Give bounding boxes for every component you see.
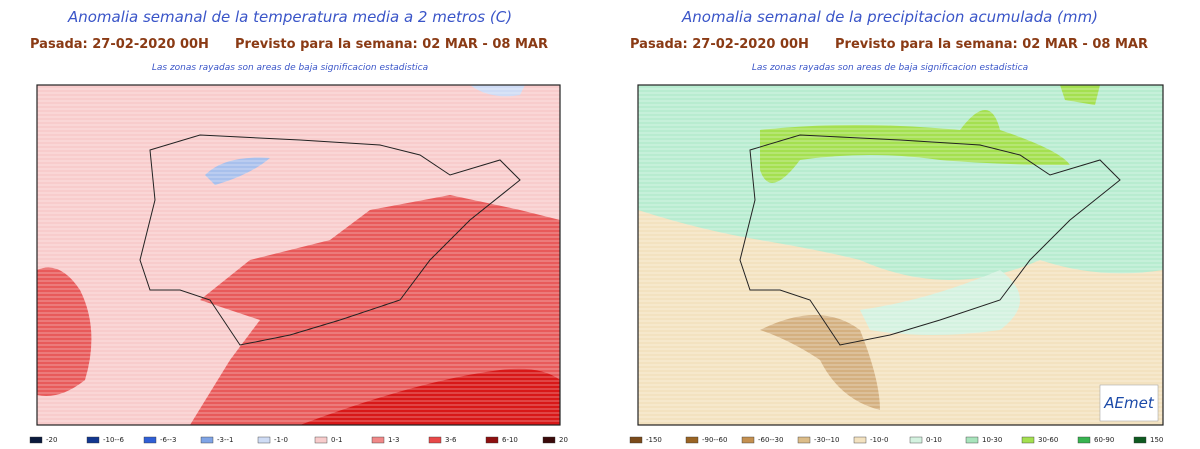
legend-swatch [853,436,867,444]
legend-swatch [797,436,811,444]
legend-swatch [629,436,643,444]
legend-swatch [86,436,100,444]
legend-label: 3-6 [445,436,457,444]
legend-swatch [29,436,43,444]
legend-swatch [314,436,328,444]
legend-label: -1-0 [274,436,288,444]
legend-label: 60-90 [1094,436,1114,444]
legend-swatch [371,436,385,444]
legend-label: -30--10 [814,436,839,444]
legend-swatch [143,436,157,444]
map-title: Anomalia semanal de la precipitacion acu… [681,8,1098,26]
legend-label: 10-30 [982,436,1002,444]
legend-label: -20 [46,436,57,444]
legend-swatch [200,436,214,444]
legend-label: -3--1 [217,436,234,444]
legend-label: 30-60 [1038,436,1058,444]
forecast-week: Previsto para la semana: 02 MAR - 08 MAR [835,37,1148,52]
map-note: Las zonas rayadas son areas de baja sign… [152,63,428,73]
legend-swatch [1077,436,1091,444]
map-note: Las zonas rayadas son areas de baja sign… [752,63,1028,73]
legend-swatch [1021,436,1035,444]
legend-label: -60--30 [758,436,783,444]
legend-label: -10--6 [103,436,124,444]
map-title: Anomalia semanal de la temperatura media… [67,8,512,26]
legend-swatch [965,436,979,444]
legend-swatch [685,436,699,444]
issued-date: Pasada: 27-02-2020 00H [30,37,209,52]
legend-swatch [428,436,442,444]
legend-label: 0-1 [331,436,342,444]
legend-swatch [257,436,271,444]
forecast-week: Previsto para la semana: 02 MAR - 08 MAR [235,37,548,52]
legend-swatch [741,436,755,444]
legend-swatch [485,436,499,444]
legend-label: -150 [646,436,662,444]
legend-label: -90--60 [702,436,727,444]
issued-date: Pasada: 27-02-2020 00H [630,37,809,52]
legend-label: 6-10 [502,436,518,444]
legend-label: 1-3 [388,436,399,444]
legend-label: 20 [559,436,568,444]
temperature-map [36,84,561,426]
legend-label: 0-10 [926,436,942,444]
precipitation-map [637,84,1164,426]
legend-swatch [542,436,556,444]
legend-swatch [909,436,923,444]
logo: AEmet [1103,394,1155,412]
legend-label: -6--3 [160,436,177,444]
annotations: Anomalia semanal de la temperatura media… [29,8,1163,444]
legend-label: 150 [1150,436,1163,444]
legend-swatch [1133,436,1147,444]
legend-label: -10-0 [870,436,888,444]
